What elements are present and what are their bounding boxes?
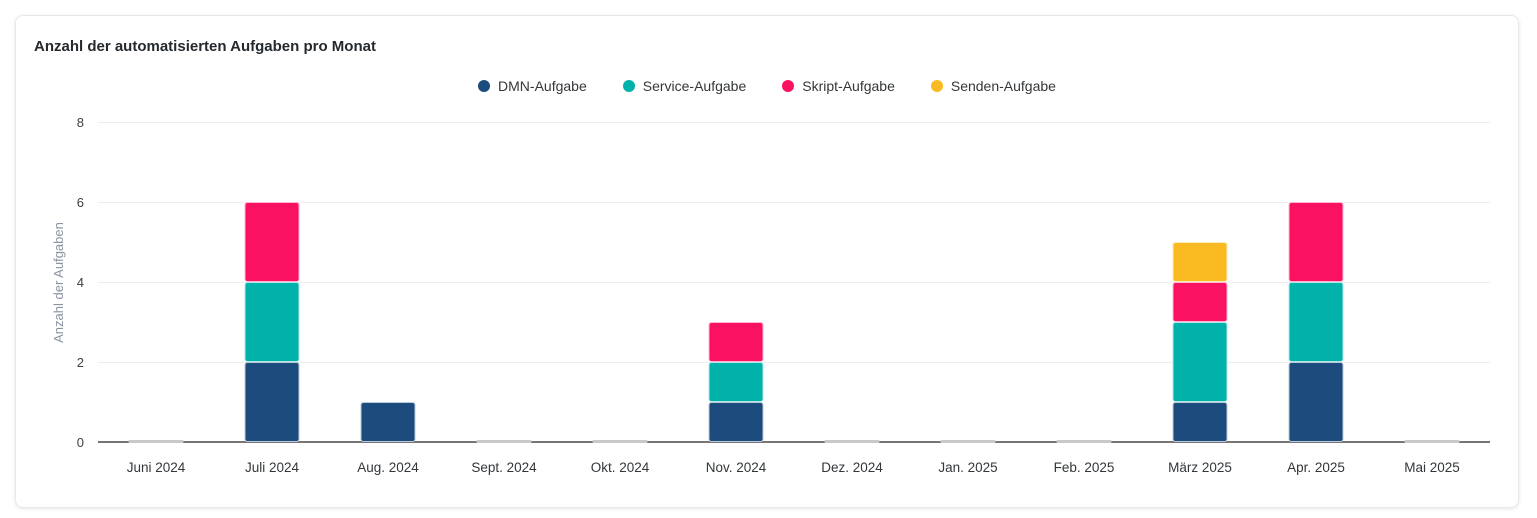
category-slot-juni-2024 [98, 122, 214, 443]
chart-card: Anzahl der automatisierten Aufgaben pro … [15, 15, 1519, 508]
bar-segment-service-aufgabe[interactable] [1288, 282, 1344, 362]
legend-label: DMN-Aufgabe [498, 78, 587, 94]
category-slot-jan-2025 [910, 122, 1026, 443]
bar-segment-dmn-aufgabe[interactable] [244, 362, 300, 442]
chart-title: Anzahl der automatisierten Aufgaben pro … [34, 38, 376, 55]
zero-value-bar [1404, 440, 1460, 443]
bar-segment-senden-aufgabe[interactable] [1172, 242, 1228, 282]
bar-segment-skript-aufgabe[interactable] [708, 322, 764, 362]
x-axis-label: Okt. 2024 [590, 460, 650, 475]
x-axis-label: Aug. 2024 [357, 460, 419, 475]
category-slot-sept-2024 [446, 122, 562, 443]
category-slot-feb-2025 [1026, 122, 1142, 443]
bar-segment-skript-aufgabe[interactable] [1172, 282, 1228, 322]
category-slot-aug-2024 [330, 122, 446, 442]
bar-segment-dmn-aufgabe[interactable] [360, 402, 416, 442]
category-slot-nov-2024 [678, 122, 794, 442]
category-slot-m-rz-2025 [1142, 122, 1258, 442]
x-axis-label: Juli 2024 [244, 460, 300, 475]
y-axis-tick-label: 6 [76, 195, 84, 210]
legend-item-senden-aufgabe[interactable]: Senden-Aufgabe [930, 78, 1056, 94]
x-axis-labels: Juni 2024 Juli 2024 Aug. 2024 Sept. 2024 Okt… [98, 460, 1490, 480]
x-axis-label: Nov. 2024 [705, 460, 767, 475]
zero-value-bar [128, 440, 184, 443]
x-axis-line [98, 441, 1490, 443]
x-axis-label: Sept. 2024 [471, 460, 537, 475]
category-slot-apr-2025 [1258, 122, 1374, 442]
zero-value-bar [476, 440, 532, 443]
legend-dot-icon [930, 80, 943, 92]
gridline [98, 281, 1490, 283]
gridline [98, 361, 1490, 363]
chart-legend: DMN-Aufgabe Service-Aufgabe Skript-Aufgabe… [16, 76, 1518, 96]
bar-segment-dmn-aufgabe[interactable] [708, 402, 764, 442]
gridline [98, 121, 1490, 123]
x-axis-label: Mai 2025 [1404, 460, 1460, 475]
zero-value-bar [592, 440, 648, 443]
x-axis-label: Juni 2024 [126, 460, 186, 475]
legend-item-skript-aufgabe[interactable]: Skript-Aufgabe [782, 78, 895, 94]
x-axis-label: Apr. 2025 [1287, 460, 1345, 475]
legend-item-service-aufgabe[interactable]: Service-Aufgabe [622, 78, 747, 94]
x-axis-label: Feb. 2025 [1053, 460, 1115, 475]
zero-value-bar [1056, 440, 1112, 443]
bar-segment-skript-aufgabe[interactable] [1288, 202, 1344, 282]
legend-label: Service-Aufgabe [642, 78, 747, 94]
category-slot-okt-2024 [562, 122, 678, 443]
y-axis-tick-label: 2 [76, 355, 84, 370]
zero-value-bar [940, 440, 996, 443]
category-slot-mai-2025 [1374, 122, 1490, 443]
x-axis-label: Dez. 2024 [821, 460, 883, 475]
bar-segment-dmn-aufgabe[interactable] [1288, 362, 1344, 442]
y-axis-tick-label: 8 [76, 115, 84, 130]
legend-dot-icon [782, 80, 795, 92]
gridline [98, 201, 1490, 203]
bar-segment-service-aufgabe[interactable] [1172, 322, 1228, 402]
bar-segment-service-aufgabe[interactable] [708, 362, 764, 402]
y-axis-tick-label: 4 [76, 275, 84, 290]
bar-segment-service-aufgabe[interactable] [244, 282, 300, 362]
y-axis-tick-label: 0 [76, 435, 84, 450]
legend-dot-icon [622, 80, 635, 92]
legend-label: Senden-Aufgabe [950, 78, 1056, 94]
legend-dot-icon [478, 80, 491, 92]
bar-segment-skript-aufgabe[interactable] [244, 202, 300, 282]
legend-label: Skript-Aufgabe [802, 78, 895, 94]
x-axis-label: März 2025 [1168, 460, 1232, 475]
legend-item-dmn-aufgabe[interactable]: DMN-Aufgabe [478, 78, 587, 94]
x-axis-label: Jan. 2025 [938, 460, 998, 475]
bar-segment-dmn-aufgabe[interactable] [1172, 402, 1228, 442]
zero-value-bar [824, 440, 880, 443]
category-slot-dez-2024 [794, 122, 910, 443]
category-slot-juli-2024 [214, 122, 330, 442]
